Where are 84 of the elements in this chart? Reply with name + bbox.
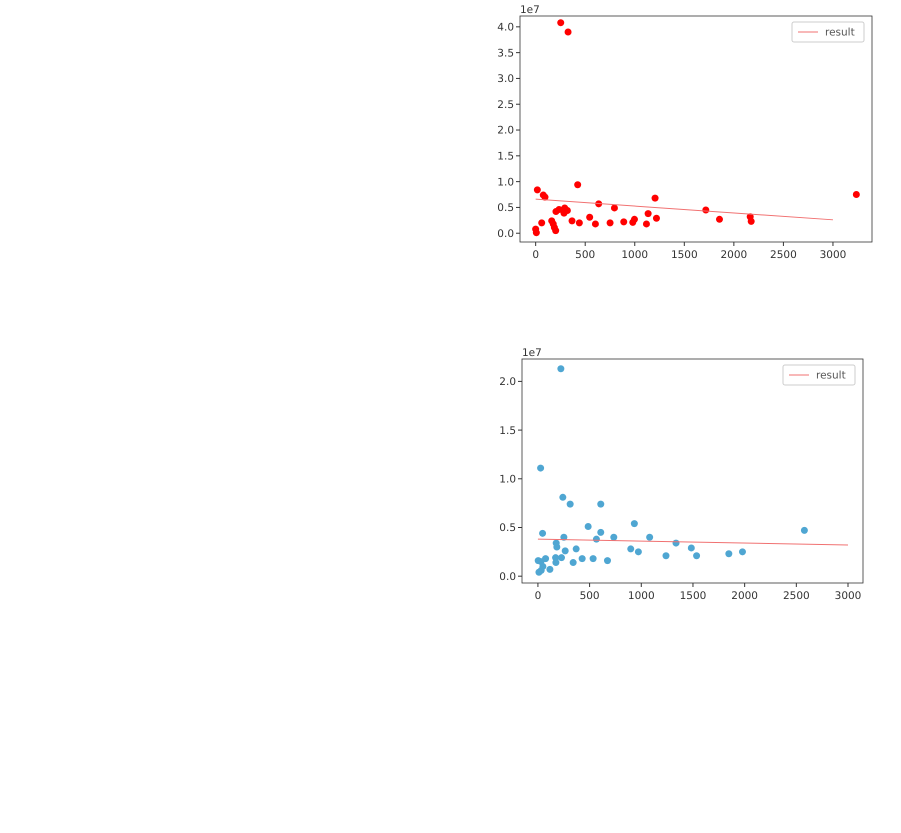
point [644, 210, 652, 218]
point [604, 557, 611, 564]
point [610, 204, 618, 212]
x-tick-label: 1500 [670, 249, 698, 261]
y-tick-label: 0.0 [497, 228, 514, 240]
y-tick-label: 1.0 [499, 473, 516, 486]
x-tick-label: 3000 [834, 590, 862, 602]
y-tick-label: 4.0 [497, 22, 514, 34]
point [606, 219, 614, 226]
point [725, 550, 732, 558]
point [578, 555, 586, 562]
point [539, 530, 546, 537]
y-tick-label: 1.0 [497, 176, 514, 188]
point [738, 548, 746, 556]
x-tick-label: 2500 [782, 590, 810, 602]
x-tick-label: 2000 [731, 590, 758, 602]
x-tick-label: 2500 [770, 249, 797, 261]
y-tick-label: 0.5 [499, 522, 516, 534]
point [634, 548, 642, 556]
point [559, 494, 566, 501]
point [627, 545, 634, 552]
point [557, 365, 564, 372]
y-tick-label: 3.0 [497, 73, 514, 86]
legend-label: result [816, 370, 846, 382]
point [570, 559, 577, 566]
point [716, 216, 723, 223]
point [564, 28, 572, 36]
y-tick-label: 0.0 [499, 570, 516, 583]
point [646, 534, 654, 541]
y-tick-label: 3.5 [497, 47, 514, 60]
annotation: 1e7 [522, 347, 542, 359]
x-tick-label: 500 [580, 590, 600, 602]
point [537, 464, 544, 472]
point [592, 220, 599, 228]
point [568, 217, 576, 224]
point [800, 526, 808, 534]
point [558, 554, 565, 562]
point [620, 218, 628, 226]
point [662, 552, 670, 560]
point [576, 219, 583, 226]
y-tick-label: 2.0 [497, 124, 514, 137]
point [542, 555, 550, 562]
point [572, 545, 580, 552]
point [597, 500, 604, 508]
point [642, 220, 650, 228]
point [552, 559, 560, 566]
point [590, 555, 597, 562]
point [538, 219, 546, 226]
x-tick-label: 3000 [820, 249, 846, 261]
point [652, 194, 659, 202]
y-tick-label: 1.5 [497, 150, 514, 163]
y-tick-label: 1.5 [499, 424, 516, 437]
legend-label: result [825, 26, 855, 39]
point [693, 552, 700, 560]
x-tick-label: 500 [575, 249, 596, 261]
point [552, 227, 560, 234]
x-tick-label: 0 [532, 249, 539, 261]
x-tick-label: 1500 [680, 590, 706, 602]
point [597, 528, 604, 536]
point [630, 520, 638, 528]
y-tick-label: 0.5 [497, 202, 514, 214]
x-tick-label: 1000 [621, 249, 648, 261]
point [566, 500, 574, 508]
point [652, 214, 660, 222]
point [584, 523, 592, 530]
x-tick-label: 2000 [720, 249, 748, 261]
point [586, 214, 594, 221]
y-tick-label: 2.5 [497, 98, 514, 111]
annotation: 1e7 [520, 4, 540, 16]
point [688, 544, 695, 552]
y-tick-label: 2.0 [499, 376, 516, 388]
point [610, 534, 618, 541]
point [748, 218, 755, 225]
point [534, 186, 541, 194]
point [538, 566, 545, 574]
point [546, 566, 554, 573]
point [562, 547, 569, 554]
x-tick-label: 0 [534, 590, 542, 602]
point [574, 181, 582, 188]
point [630, 216, 638, 223]
x-tick-label: 1000 [628, 590, 655, 602]
point [852, 191, 860, 198]
point [557, 19, 564, 26]
point [532, 229, 540, 236]
